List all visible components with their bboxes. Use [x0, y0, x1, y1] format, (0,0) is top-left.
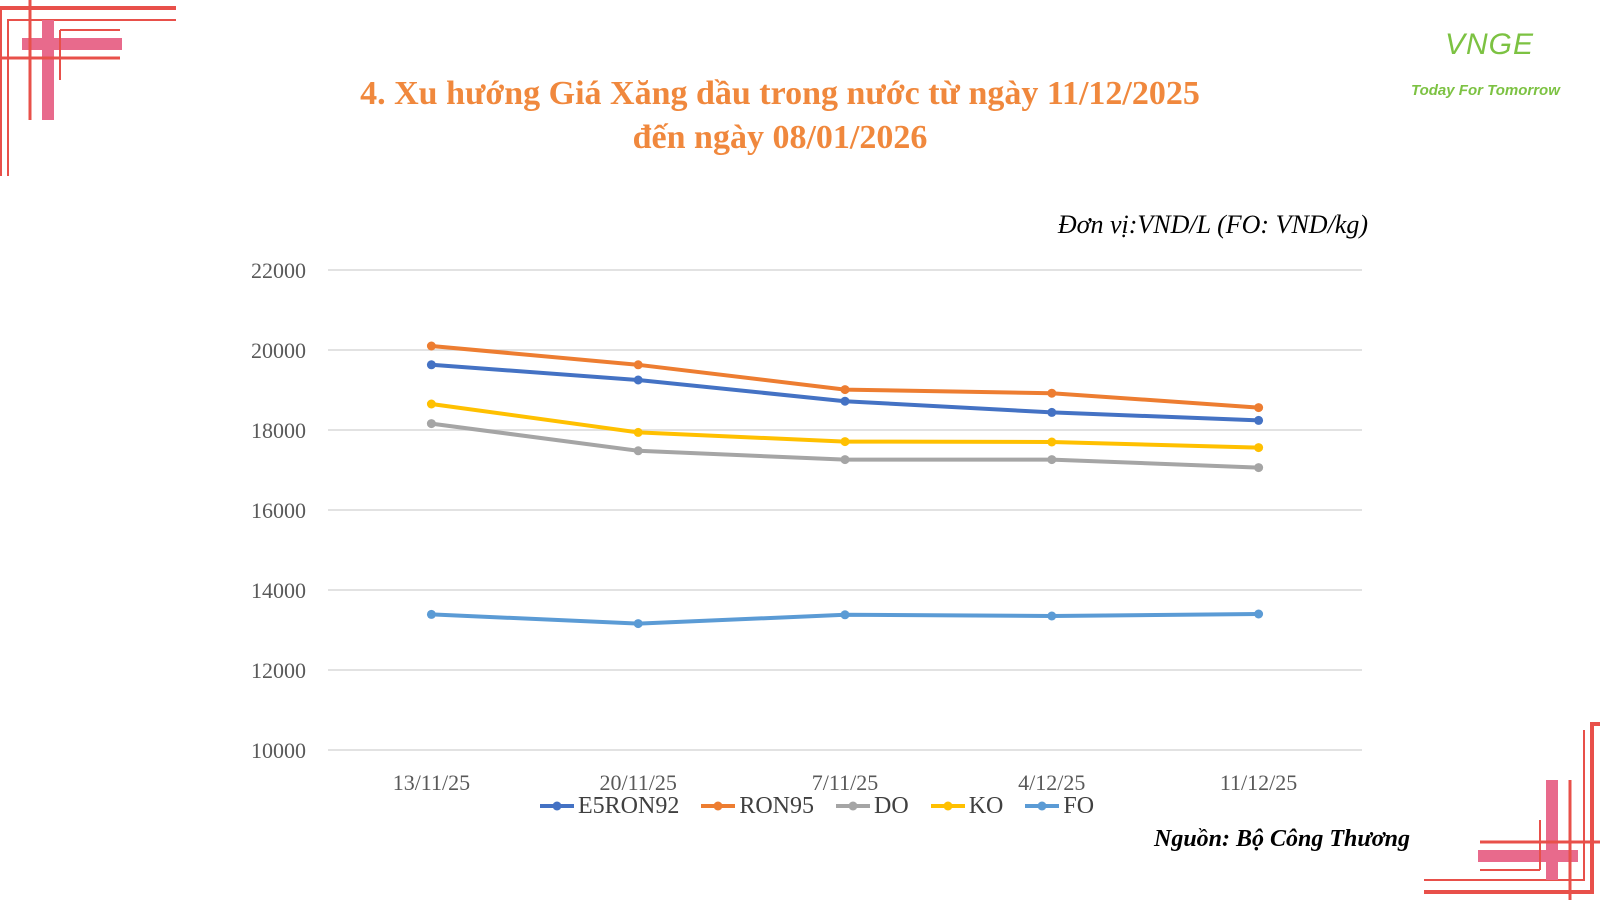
- data-point-ron95: [1254, 403, 1264, 413]
- legend-item-fo: FO: [1025, 793, 1094, 820]
- x-tick-label: 11/12/25: [1220, 770, 1297, 795]
- chart-title-line-2: đến ngày 08/01/2026: [632, 119, 928, 156]
- source-label: Nguồn: Bộ Công Thương: [1154, 826, 1410, 852]
- legend-label: KO: [968, 792, 1004, 819]
- data-point-e5ron92: [426, 360, 436, 370]
- data-point-ko: [1254, 443, 1264, 453]
- data-point-ko: [633, 427, 643, 437]
- y-tick-label: 22000: [251, 258, 306, 283]
- legend-label: DO: [874, 792, 909, 819]
- chart-title-line-1: 4. Xu hướng Giá Xăng dầu trong nước từ n…: [360, 75, 1200, 112]
- data-point-do: [840, 455, 850, 465]
- legend-label: RON95: [739, 792, 815, 819]
- legend-item-e5ron92: E5RON92: [540, 793, 679, 820]
- data-point-do: [426, 419, 436, 429]
- data-point-fo: [426, 609, 436, 619]
- y-tick-label: 20000: [251, 338, 306, 363]
- data-point-ko: [1047, 437, 1057, 447]
- y-tick-label: 18000: [251, 418, 306, 443]
- legend-swatch: [836, 801, 871, 811]
- chart-title: 4. Xu hướng Giá Xăng dầu trong nước từ n…: [260, 72, 1300, 160]
- data-point-e5ron92: [1254, 415, 1264, 425]
- legend-swatch: [930, 801, 965, 811]
- legend-label: E5RON92: [578, 792, 680, 819]
- unit-label: Đơn vị:VND/L (FO: VND/kg): [1057, 210, 1368, 239]
- logo-mark: VNGE: [1445, 28, 1535, 61]
- y-tick-label: 16000: [251, 498, 306, 523]
- y-tick-label: 14000: [251, 578, 306, 603]
- data-point-ron95: [1047, 388, 1057, 398]
- chart-legend: E5RON92 RON95 DO KO FO: [540, 792, 1094, 820]
- data-point-fo: [840, 610, 850, 620]
- data-point-do: [1047, 455, 1057, 465]
- x-tick-label: 13/11/25: [393, 770, 470, 795]
- logo-tagline: Today For Tomorrow: [1411, 82, 1560, 99]
- data-point-ron95: [633, 360, 643, 370]
- data-point-ron95: [840, 385, 850, 395]
- x-tick-label: 4/12/25: [1018, 770, 1085, 795]
- legend-swatch: [1025, 801, 1060, 811]
- corner-ornament-top-left: [0, 0, 176, 176]
- legend-item-ko: KO: [930, 792, 1004, 820]
- legend-label: FO: [1063, 792, 1095, 819]
- data-point-do: [633, 446, 643, 456]
- legend-swatch: [701, 801, 736, 811]
- data-point-do: [1254, 463, 1264, 473]
- data-point-ko: [840, 437, 850, 447]
- corner-ornament-bottom-right: [1424, 722, 1600, 900]
- data-point-ron95: [426, 341, 436, 351]
- legend-swatch: [540, 801, 574, 811]
- vnge-logo: VNGE Today For Tomorrow: [1395, 18, 1585, 108]
- legend-item-do: DO: [836, 793, 909, 820]
- data-point-e5ron92: [1047, 407, 1057, 417]
- x-tick-label: 20/11/25: [599, 770, 676, 795]
- data-point-fo: [1047, 611, 1057, 621]
- x-tick-label: 7/11/25: [812, 770, 878, 795]
- data-point-ko: [426, 399, 436, 409]
- y-tick-label: 12000: [251, 658, 306, 683]
- data-point-e5ron92: [633, 375, 643, 385]
- y-tick-label: 10000: [251, 738, 306, 763]
- data-point-fo: [633, 619, 643, 629]
- data-point-fo: [1254, 609, 1264, 619]
- data-point-e5ron92: [840, 396, 850, 406]
- legend-item-ron95: RON95: [701, 793, 814, 820]
